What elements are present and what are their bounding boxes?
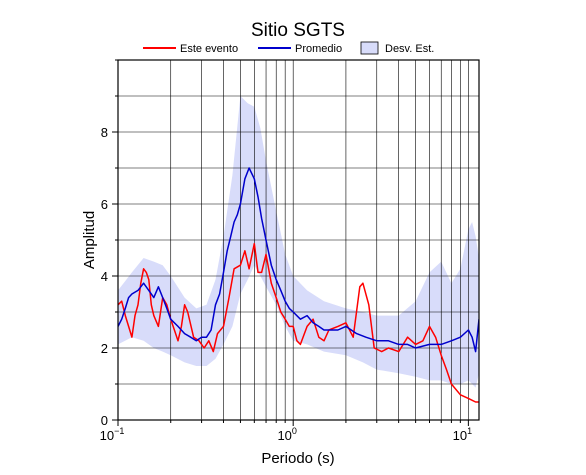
y-tick-label: 6: [101, 197, 108, 212]
std-dev-band: [118, 96, 479, 388]
y-tick-label: 8: [101, 125, 108, 140]
chart-title: Sitio SGTS: [251, 20, 345, 41]
y-tick-label: 2: [101, 341, 108, 356]
series-line-este-evento: [118, 242, 479, 403]
y-tick-label: 0: [101, 413, 108, 428]
axis-ticks: [112, 59, 469, 426]
y-tick-labels: 0 2 4 6 8: [101, 125, 108, 428]
legend-swatch-desv-est: [360, 41, 379, 55]
legend-label-promedio: Promedio: [295, 43, 342, 55]
y-tick-label: 4: [101, 269, 108, 284]
x-axis-label: Periodo (s): [261, 450, 334, 467]
x-tick-label: 101: [453, 426, 472, 443]
x-tick-labels: 10−1 100 101: [100, 426, 472, 443]
series-line-promedio: [118, 167, 479, 353]
legend-label-este-evento: Este evento: [180, 43, 238, 55]
x-tick-label: 10−1: [100, 426, 125, 443]
y-axis-label: Amplitud: [81, 211, 98, 269]
legend-label-desv-est: Desv. Est.: [385, 43, 434, 55]
legend: Este evento Promedio Desv. Est.: [143, 41, 434, 55]
plot-area: [117, 59, 480, 421]
x-tick-label: 100: [277, 426, 296, 443]
